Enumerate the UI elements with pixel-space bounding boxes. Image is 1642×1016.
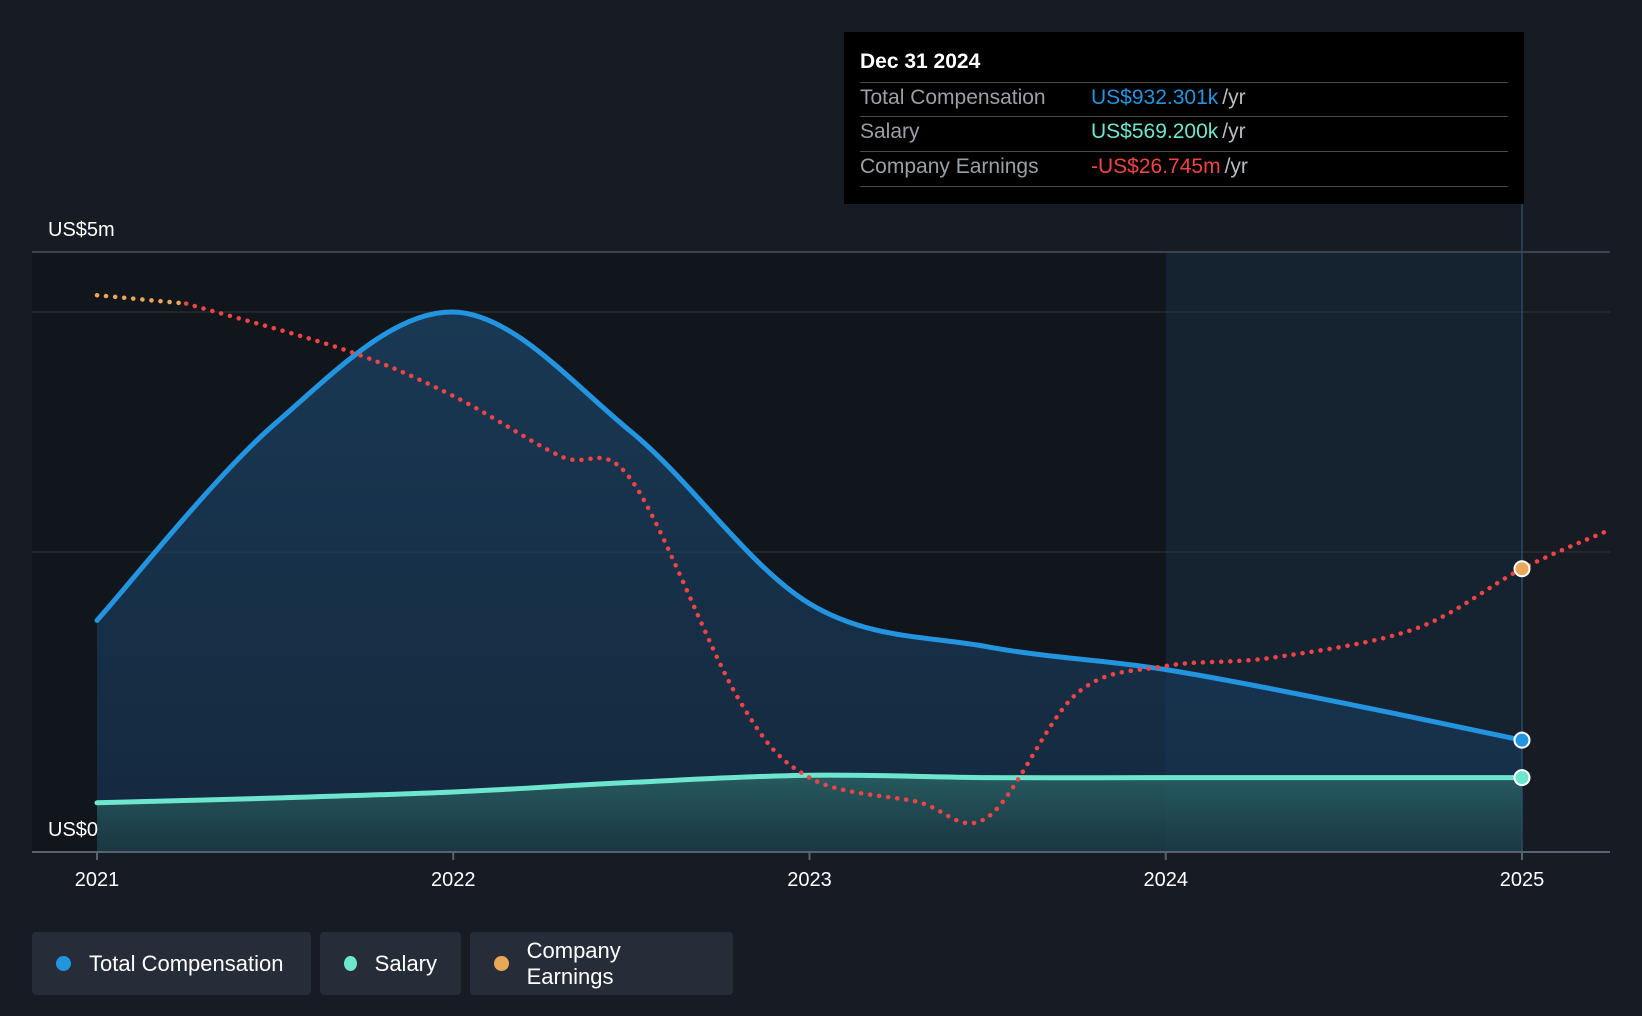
tooltip-value-wrap: -US$26.745m/yr bbox=[1091, 155, 1248, 179]
total-compensation-line[interactable] bbox=[94, 309, 1525, 743]
company-earnings-line[interactable] bbox=[183, 301, 1614, 826]
tooltip-label: Salary bbox=[860, 120, 920, 143]
legend-item-company-earnings[interactable]: Company Earnings bbox=[470, 932, 733, 995]
legend-dot-icon bbox=[344, 956, 357, 971]
legend-item-salary[interactable]: Salary bbox=[320, 932, 461, 995]
x-tick-label: 2022 bbox=[431, 869, 476, 891]
tooltip-unit: /yr bbox=[1224, 155, 1248, 178]
tooltip-divider bbox=[860, 186, 1508, 187]
tooltip-row-company-earnings: Company Earnings -US$26.745m/yr bbox=[860, 151, 1508, 186]
tooltip-label: Total Compensation bbox=[860, 86, 1046, 109]
x-tick-label: 2025 bbox=[1500, 869, 1545, 891]
tooltip-unit: /yr bbox=[1222, 86, 1246, 109]
x-axis-ticks: 2021 2022 2023 2024 2025 bbox=[75, 852, 1545, 891]
tooltip-label: Company Earnings bbox=[860, 155, 1039, 178]
tooltip-value: US$932.301k bbox=[1091, 86, 1219, 109]
legend-dot-icon bbox=[494, 956, 509, 971]
total-compensation-area bbox=[97, 311, 1522, 852]
legend-dot-icon bbox=[56, 956, 71, 971]
company-earnings-early-line[interactable] bbox=[94, 292, 189, 306]
salary-end-marker[interactable] bbox=[1513, 769, 1531, 787]
y-tick-label-bottom: US$0 bbox=[48, 819, 98, 841]
tooltip-value: US$569.200k bbox=[1091, 120, 1219, 143]
x-tick-label: 2021 bbox=[75, 869, 120, 891]
tooltip-row-salary: Salary US$569.200k/yr bbox=[860, 116, 1508, 151]
legend-label: Salary bbox=[374, 950, 437, 976]
tooltip-value-wrap: US$932.301k/yr bbox=[1091, 86, 1246, 110]
tooltip-value: -US$26.745m bbox=[1091, 155, 1221, 178]
total-compensation-end-marker[interactable] bbox=[1513, 731, 1531, 749]
chart-tooltip: Dec 31 2024 Total Compensation US$932.30… bbox=[844, 32, 1524, 204]
tooltip-value-wrap: US$569.200k/yr bbox=[1091, 120, 1246, 144]
legend-label: Company Earnings bbox=[526, 937, 621, 989]
tooltip-unit: /yr bbox=[1222, 120, 1246, 143]
tooltip-date: Dec 31 2024 bbox=[860, 50, 981, 73]
legend-label: Total Compensation bbox=[89, 950, 284, 976]
company-earnings-end-marker[interactable] bbox=[1513, 560, 1531, 578]
x-tick-label: 2024 bbox=[1144, 869, 1189, 891]
tooltip-row-total-compensation: Total Compensation US$932.301k/yr bbox=[860, 82, 1508, 117]
chart-legend: Total Compensation Salary Company Earnin… bbox=[32, 932, 733, 995]
legend-item-total-compensation[interactable]: Total Compensation bbox=[32, 932, 311, 995]
end-markers bbox=[1513, 560, 1531, 787]
x-tick-label: 2023 bbox=[787, 869, 832, 891]
y-tick-label-top: US$5m bbox=[48, 219, 115, 241]
